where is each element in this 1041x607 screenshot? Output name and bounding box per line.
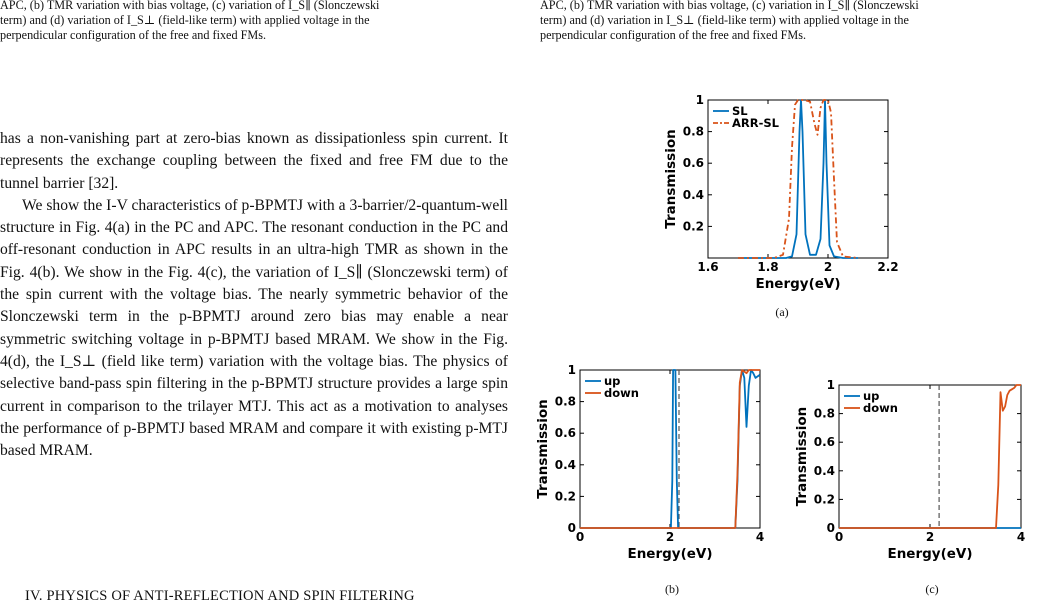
- x-tick-label: 4: [1017, 530, 1025, 544]
- series-line-down: [839, 384, 1021, 529]
- chart-b: 0 0.2 0.4 0.6 0.8 1 0 2 4 Energy(eV) Transmission u…: [535, 363, 764, 562]
- y-tick-label: 0.6: [555, 426, 576, 440]
- x-axis-label: Energy(eV): [627, 546, 712, 562]
- y-tick-label: 0.6: [683, 156, 704, 170]
- series-line-sl: [738, 99, 858, 259]
- y-tick-label: 1: [568, 363, 576, 377]
- x-tick-label: 2: [824, 260, 832, 274]
- caption-line: term) and (d) variation of I_S⊥ (field-l…: [0, 13, 370, 28]
- y-tick-label: 0.8: [555, 395, 576, 409]
- legend-entry: up: [604, 374, 620, 388]
- figure-c: 0 0.2 0.4 0.6 0.8 1 0 2 4 Energy(eV) Transmission u…: [793, 375, 1038, 580]
- caption-line: perpendicular configuration of the free …: [0, 28, 267, 43]
- y-tick-label: 0.2: [814, 492, 835, 506]
- legend-entry: SL: [732, 104, 748, 118]
- y-tick-label: 0.8: [683, 125, 704, 139]
- y-axis-label: Transmission: [794, 407, 810, 506]
- plot-frame: [579, 369, 761, 529]
- caption-line: perpendicular configuration of the free …: [540, 28, 807, 43]
- paragraph-2: We show the I-V characteristics of p-BPM…: [0, 196, 508, 460]
- section-heading: IV. PHYSICS OF ANTI-REFLECTION AND SPIN …: [25, 588, 415, 604]
- chart-a: 0.2 0.4 0.6 0.8 1 1.6 1.8 2 2.2 Energy(eV) Transmi…: [663, 93, 899, 292]
- y-tick-label: 0.4: [555, 458, 576, 472]
- x-tick-label: 2.2: [877, 260, 898, 274]
- y-tick-label: 0.2: [555, 489, 576, 503]
- y-tick-label: 0.8: [814, 407, 835, 421]
- y-tick-label: 1: [827, 378, 835, 392]
- left-figure-caption: APC, (b) TMR variation with bias voltage…: [0, 0, 512, 44]
- legend-entry: ARR-SL: [732, 116, 780, 130]
- x-tick-label: 0: [576, 530, 584, 544]
- x-axis-label: Energy(eV): [887, 546, 972, 562]
- figure-b-label: (b): [665, 582, 679, 596]
- series-line-down: [580, 369, 760, 529]
- right-figure-caption: APC, (b) TMR variation with bias voltage…: [540, 0, 1036, 44]
- y-tick-label: 1: [696, 93, 704, 107]
- x-tick-label: 4: [756, 530, 764, 544]
- y-tick-label: 0.2: [683, 219, 704, 233]
- legend-entry: up: [863, 389, 879, 403]
- x-tick-label: 1.6: [697, 260, 718, 274]
- left-column: APC, (b) TMR variation with bias voltage…: [0, 0, 520, 607]
- y-tick-label: 0.4: [814, 464, 835, 478]
- legend-entry: down: [604, 386, 639, 400]
- y-tick-label: 0.4: [683, 188, 704, 202]
- caption-line: term) and (d) variation in I_S⊥ (field-l…: [540, 13, 909, 28]
- body-text: has a non-vanishing part at zero-bias kn…: [0, 128, 508, 462]
- figure-b: 0 0.2 0.4 0.6 0.8 1 0 2 4 Energy(eV) Transmission u…: [535, 360, 780, 575]
- x-tick-label: 0: [835, 530, 843, 544]
- y-tick-label: 0: [568, 521, 576, 535]
- figure-a-label: (a): [775, 305, 789, 319]
- x-tick-label: 1.8: [757, 260, 778, 274]
- x-axis-label: Energy(eV): [755, 276, 840, 292]
- y-tick-label: 0.6: [814, 435, 835, 449]
- right-column: APC, (b) TMR variation with bias voltage…: [535, 0, 1041, 607]
- y-axis-label: Transmission: [663, 129, 679, 228]
- paragraph-1: has a non-vanishing part at zero-bias kn…: [0, 130, 508, 192]
- series-line-arr-sl: [738, 99, 859, 259]
- chart-c: 0 0.2 0.4 0.6 0.8 1 0 2 4 Energy(eV) Transmission u…: [794, 378, 1025, 562]
- figure-a: 0.2 0.4 0.6 0.8 1 1.6 1.8 2 2.2 Energy(eV) Transmi…: [650, 90, 910, 305]
- caption-line: APC, (b) TMR variation with bias voltage…: [0, 0, 380, 12]
- y-tick-label: 0: [827, 521, 835, 535]
- figure-c-label: (c): [925, 582, 939, 596]
- y-axis-label: Transmission: [535, 399, 551, 498]
- legend-entry: down: [863, 401, 898, 415]
- x-tick-label: 2: [666, 530, 674, 544]
- x-tick-label: 2: [926, 530, 934, 544]
- caption-line: APC, (b) TMR variation with bias voltage…: [540, 0, 919, 12]
